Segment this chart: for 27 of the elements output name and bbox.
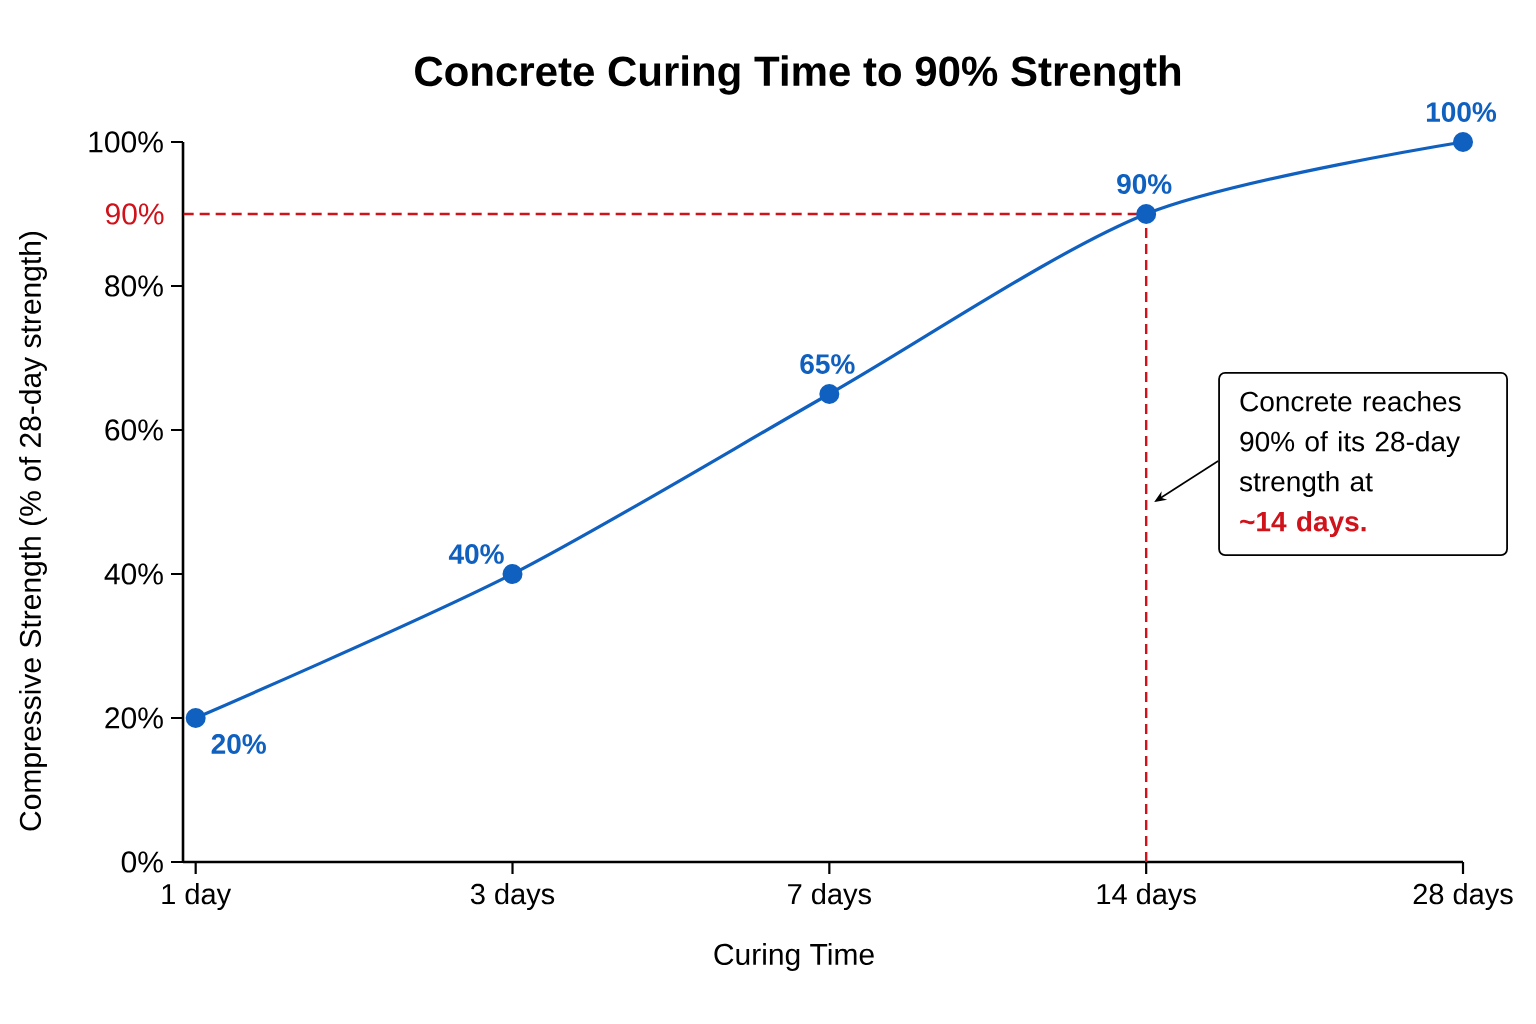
y-tick-label: 80% [105,275,163,297]
annotation: ~14 days. [1240,510,1366,538]
data-label: 65% [800,354,855,374]
data-label: 20% [211,734,266,754]
y-tick-label: 0% [121,851,163,873]
point [1136,204,1157,224]
x-tick-label: 1 day [162,883,232,911]
x-tick-label: 7 days [788,883,871,911]
point [1453,132,1474,152]
data-label: 40% [448,544,504,564]
x-axis-title: Curing Time [714,943,874,971]
data-label: 90% [1117,174,1172,194]
annotation: Concrete reaches 90% of its 28-day strength at [1239,390,1461,498]
x-tick-label: 14 days [1097,883,1196,911]
chart-title: Concrete Curing Time to 90% Strength [415,55,1181,95]
y-tick-label: 20% [105,707,163,729]
y-tick-label: 60% [105,419,163,441]
y-axis-title: Compressive Strength (% of 28-day strength) [19,231,47,831]
x-tick-label: 28 days [1413,883,1513,911]
ref-line-label: 90% [105,203,164,225]
point [502,563,523,584]
point [185,708,206,728]
y-tick-label: 100% [89,131,163,153]
y-tick-label: 40% [104,563,163,585]
x-tick-label: 3 days [470,883,555,911]
point [819,383,840,404]
data-label: 100% [1426,102,1497,122]
